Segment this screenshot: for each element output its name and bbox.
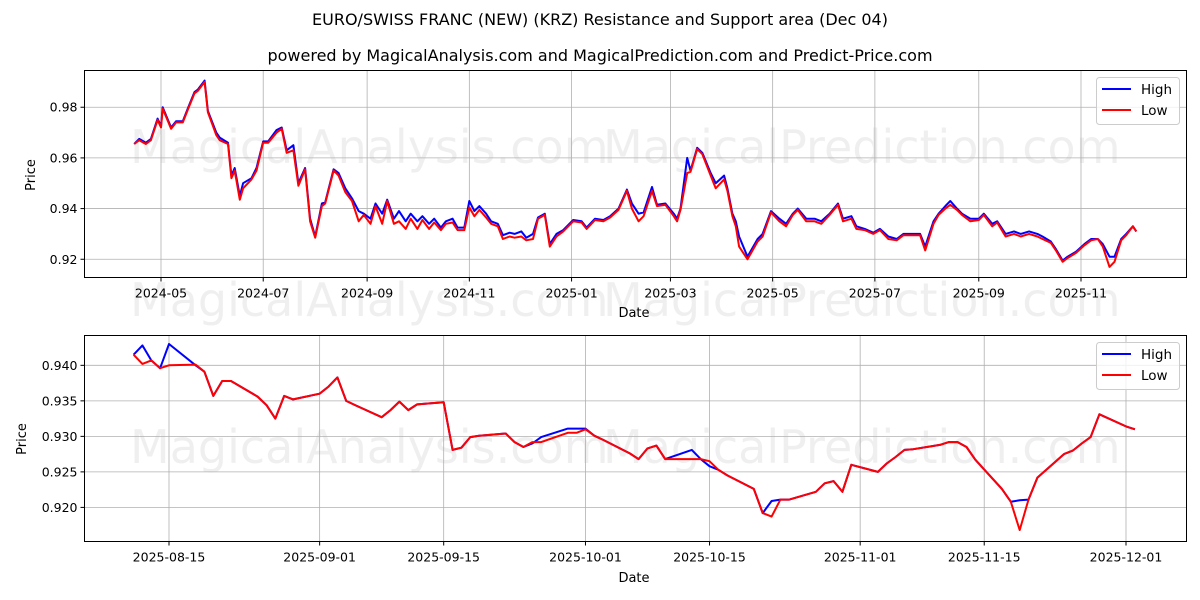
y-tick-label: 0.920 — [42, 500, 78, 515]
long-term-chart: MagicalAnalysis.com MagicalPrediction.co… — [24, 70, 1187, 327]
price-lines — [133, 79, 1138, 268]
x-tick-label: 2024-07 — [237, 286, 289, 301]
y-tick-label: 0.94 — [50, 201, 78, 216]
x-tick-label: 2025-11-01 — [824, 550, 897, 565]
legend: High Low — [1096, 77, 1180, 125]
plot-frame — [84, 70, 1187, 278]
y-tick-label: 0.940 — [42, 358, 78, 373]
x-tick-label: 2024-05 — [135, 286, 187, 301]
y-axis-label: Price — [15, 423, 30, 455]
chart-title: EURO/SWISS FRANC (NEW) (KRZ) Resistance … — [312, 10, 888, 29]
y-tick-label: 0.925 — [42, 464, 78, 479]
y-tick-label: 0.935 — [42, 393, 78, 408]
chart-subtitle: powered by MagicalAnalysis.com and Magic… — [267, 46, 933, 65]
x-tick-label: 2025-10-01 — [549, 550, 622, 565]
y-tick-label: 0.98 — [50, 100, 78, 115]
x-tick-label: 2025-01 — [545, 286, 597, 301]
watermark-text: MagicalAnalysis.com — [130, 420, 609, 474]
grid-lines — [84, 70, 1187, 278]
x-axis-label: Date — [618, 571, 649, 586]
x-tick-label: 2025-11-15 — [948, 550, 1021, 565]
axis-ticks: 0.920 0.925 0.930 0.935 0.940 2025-08-15 2025-… — [42, 358, 1163, 565]
x-tick-label: 2025-10-15 — [673, 550, 746, 565]
x-tick-label: 2024-09 — [341, 286, 393, 301]
legend-high-label: High — [1141, 347, 1172, 363]
x-tick-label: 2025-12-01 — [1090, 550, 1163, 565]
x-tick-label: 2024-11 — [443, 286, 495, 301]
x-tick-label: 2025-09-15 — [407, 550, 480, 565]
y-axis-label: Price — [24, 159, 39, 191]
legend-high-label: High — [1141, 82, 1172, 98]
watermark-text: MagicalPrediction.com — [603, 420, 1121, 474]
axis-ticks: 0.92 0.94 0.96 0.98 2024-05 2024-07 2024-09 202… — [50, 100, 1107, 301]
watermark-text: MagicalAnalysis.com — [130, 273, 609, 327]
short-term-chart: MagicalAnalysis.com MagicalPrediction.co… — [15, 335, 1187, 586]
watermark-text: MagicalPrediction.com — [603, 273, 1121, 327]
x-tick-label: 2025-11 — [1055, 286, 1107, 301]
x-tick-label: 2025-03 — [644, 286, 696, 301]
legend-low-label: Low — [1141, 103, 1168, 119]
low-price-line — [133, 80, 1138, 268]
price-lines — [132, 343, 1136, 532]
x-tick-label: 2025-05 — [747, 286, 799, 301]
watermark-text: MagicalPrediction.com — [603, 120, 1121, 174]
watermark-text: MagicalAnalysis.com — [130, 120, 609, 174]
y-tick-label: 0.96 — [50, 150, 78, 165]
x-tick-label: 2025-07 — [849, 286, 901, 301]
legend-low-label: Low — [1141, 368, 1168, 384]
x-tick-label: 2025-09 — [953, 286, 1005, 301]
x-tick-label: 2025-09-01 — [283, 550, 356, 565]
plot-frame — [84, 335, 1187, 542]
y-tick-label: 0.92 — [50, 252, 78, 267]
x-tick-label: 2025-08-15 — [133, 550, 206, 565]
x-axis-label: Date — [618, 306, 649, 321]
legend: High Low — [1096, 342, 1180, 390]
grid-lines — [84, 335, 1187, 542]
low-price-line — [132, 354, 1136, 532]
y-tick-label: 0.930 — [42, 429, 78, 444]
